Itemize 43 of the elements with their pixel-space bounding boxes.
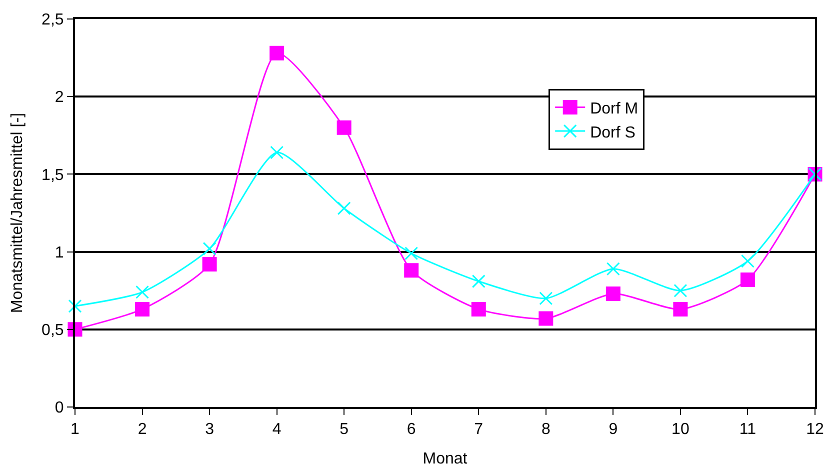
point	[202, 256, 217, 272]
point	[68, 299, 82, 313]
y-tick-label: 1,5	[42, 166, 64, 184]
point	[674, 284, 688, 298]
point	[270, 46, 284, 60]
x-tick-label: 4	[272, 421, 282, 438]
point	[472, 274, 486, 288]
y-tick-label: 2	[54, 89, 64, 106]
point	[136, 285, 150, 299]
point	[337, 202, 351, 216]
x-tick-label: 10	[672, 421, 690, 438]
y-tick-label: 0,5	[42, 322, 64, 339]
x-tick-label: 6	[406, 421, 416, 438]
point	[404, 246, 418, 260]
x-tick-label: 8	[541, 421, 550, 438]
x-axis-title: Monat	[422, 450, 468, 468]
x-tick-label: 2	[138, 421, 147, 438]
x-tick-label: 5	[340, 421, 349, 438]
y-axis-title: Monatsmittel/Jahresmittel [-]	[8, 112, 26, 314]
y-tick-label: 2,5	[42, 12, 64, 29]
point	[202, 242, 216, 256]
point	[606, 262, 620, 276]
y-tick-label: 0	[54, 400, 64, 417]
point	[471, 302, 486, 316]
x-tick-label: 7	[474, 421, 484, 438]
point	[673, 302, 688, 316]
point	[270, 146, 284, 160]
point	[404, 263, 419, 278]
point	[538, 311, 554, 326]
x-tick-label: 3	[205, 421, 214, 438]
y-tick-label: 1	[54, 244, 64, 262]
legend-label: Dorf S	[590, 124, 636, 142]
x-tick-label: 9	[608, 421, 618, 438]
point	[539, 292, 553, 306]
point	[135, 302, 150, 316]
point	[336, 120, 352, 135]
x-tick-label: 1	[70, 421, 80, 438]
point	[740, 272, 755, 287]
point	[606, 286, 620, 301]
legend-label: Dorf M	[590, 100, 638, 118]
point	[740, 254, 754, 268]
x-tick-label: 12	[806, 421, 824, 438]
x-tick-label: 11	[739, 421, 756, 438]
